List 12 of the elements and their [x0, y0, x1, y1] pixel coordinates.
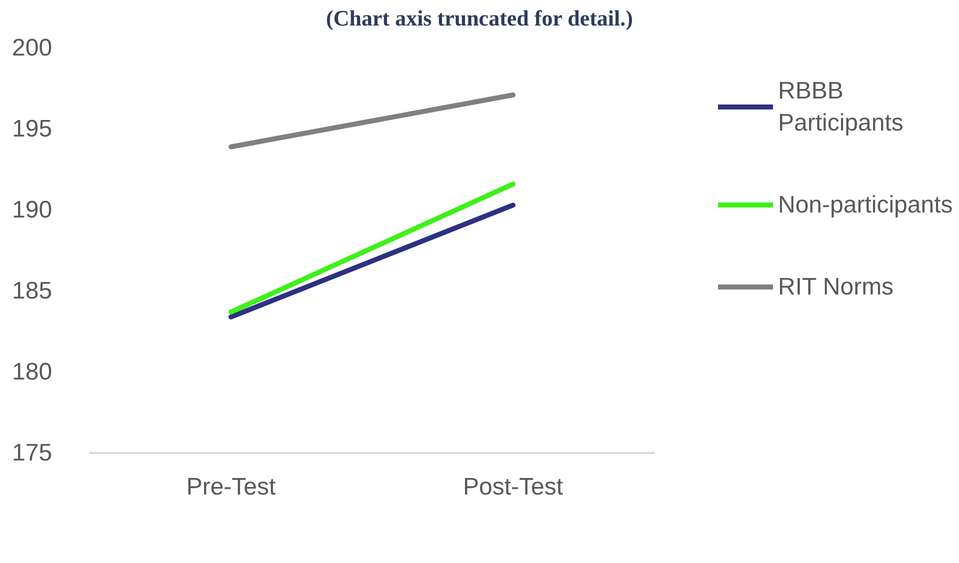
- y-tick-label: 190: [12, 196, 52, 224]
- y-tick-label: 185: [12, 278, 52, 304]
- x-tick-label: Pre-Test: [186, 474, 276, 500]
- legend-label: Non-participants: [778, 192, 953, 218]
- y-tick-label: 180: [12, 358, 52, 386]
- legend-label: RBBB Participants: [778, 78, 904, 136]
- x-tick-label: Post-Test: [462, 474, 564, 500]
- chart-title: (Chart axis truncated for detail.): [326, 6, 633, 30]
- y-tick-label: 200: [12, 34, 52, 62]
- y-tick-label: 175: [12, 440, 52, 466]
- legend-label: RIT Norms: [778, 274, 894, 300]
- y-tick-label: 195: [12, 116, 52, 142]
